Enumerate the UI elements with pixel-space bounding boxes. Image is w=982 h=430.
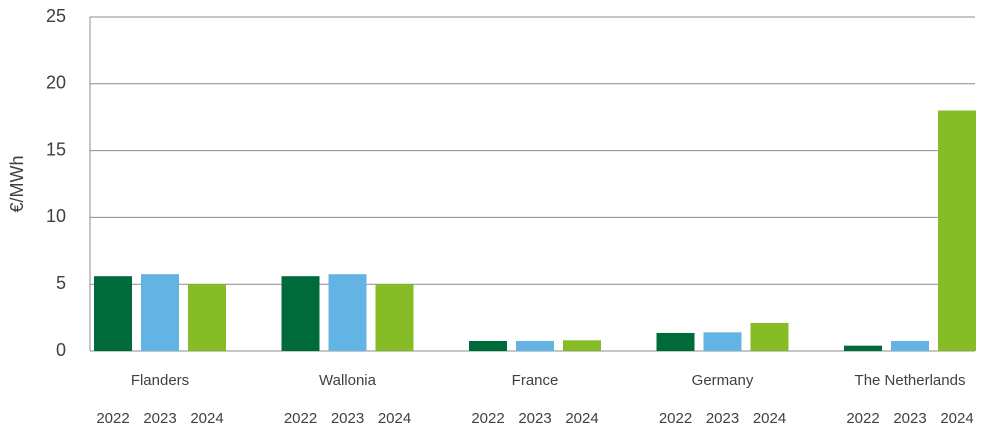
series-label: 2022: [846, 410, 879, 427]
series-label: 2024: [565, 410, 598, 427]
bar: [844, 345, 882, 351]
x-tick-label: Wallonia: [319, 372, 377, 389]
bar: [938, 110, 976, 352]
series-label: 2023: [331, 410, 364, 427]
x-tick-label: The Netherlands: [855, 372, 966, 389]
series-label: 2023: [893, 410, 926, 427]
bar: [750, 322, 789, 351]
bar: [703, 332, 742, 351]
y-tick-label: 5: [56, 273, 66, 293]
bar: [891, 340, 929, 351]
series-label: 2022: [659, 410, 692, 427]
bar: [516, 340, 554, 351]
series-label: 2022: [96, 410, 129, 427]
series-label: 2022: [471, 410, 504, 427]
x-tick-label: Flanders: [131, 372, 189, 389]
bar: [281, 276, 320, 351]
y-tick-label: 15: [46, 139, 66, 159]
bar: [469, 340, 507, 351]
series-label: 2024: [753, 410, 786, 427]
x-tick-label: France: [512, 372, 559, 389]
y-tick-label: 25: [46, 6, 66, 26]
y-tick-label: 10: [46, 206, 66, 226]
series-label: 2024: [190, 410, 223, 427]
bar: [563, 340, 601, 351]
bar: [375, 284, 414, 351]
y-tick-label: 0: [56, 340, 66, 360]
series-label: 2022: [284, 410, 317, 427]
series-label: 2023: [143, 410, 176, 427]
series-label: 2023: [706, 410, 739, 427]
y-axis-label: €/MWh: [7, 155, 27, 212]
series-label: 2024: [378, 410, 411, 427]
bar: [656, 332, 695, 351]
bar: [141, 274, 179, 351]
y-tick-label: 20: [46, 73, 66, 93]
bar: [94, 276, 132, 351]
bar: [328, 274, 367, 351]
series-label: 2023: [518, 410, 551, 427]
bar: [188, 284, 226, 351]
x-tick-label: Germany: [692, 372, 754, 389]
series-label: 2024: [940, 410, 973, 427]
